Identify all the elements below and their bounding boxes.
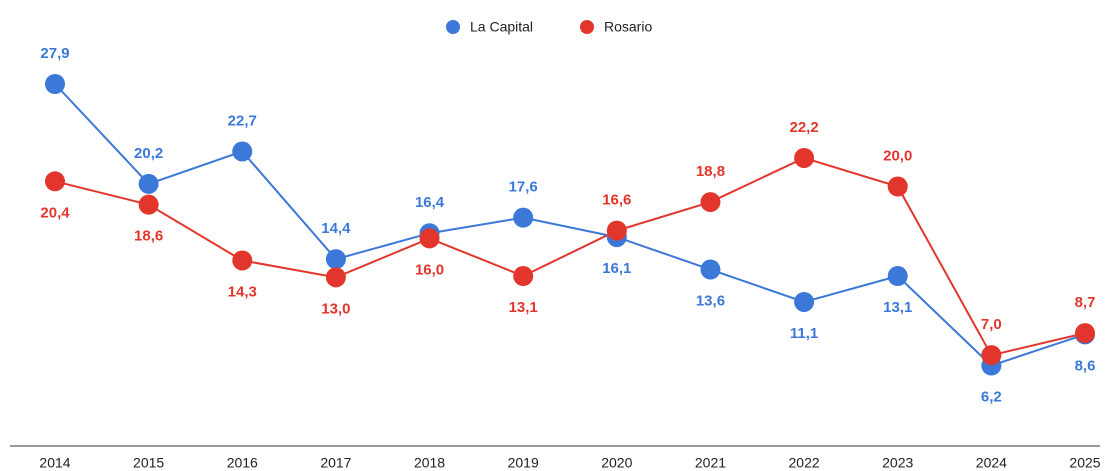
data-label: 16,4 [415, 194, 445, 211]
data-label: 16,1 [602, 260, 631, 277]
data-label: 14,4 [321, 220, 351, 237]
data-point [700, 192, 721, 213]
x-tick-label: 2014 [39, 455, 70, 471]
series-line [54, 156, 1086, 357]
data-label: 8,7 [1075, 294, 1096, 311]
legend-marker [446, 20, 460, 34]
data-point [981, 345, 1002, 366]
x-tick-label: 2018 [414, 455, 445, 471]
data-point [1075, 323, 1095, 344]
x-tick-label: 2016 [227, 455, 258, 471]
x-tick-label: 2020 [601, 455, 632, 471]
data-point [232, 141, 253, 162]
data-label: 18,8 [696, 163, 725, 180]
data-label: 20,4 [40, 204, 70, 221]
data-point [794, 291, 815, 312]
data-point [232, 250, 253, 271]
data-label: 20,0 [883, 147, 912, 164]
x-tick-label: 2015 [133, 455, 164, 471]
data-point [887, 176, 908, 197]
x-tick-label: 2022 [789, 455, 820, 471]
data-point [887, 266, 908, 287]
data-label: 22,2 [789, 119, 818, 136]
data-label: 27,9 [40, 45, 69, 62]
data-point [606, 220, 627, 241]
data-label: 14,3 [228, 283, 257, 300]
data-label: 16,0 [415, 261, 444, 278]
data-label: 11,1 [790, 325, 818, 342]
data-point [700, 259, 721, 280]
data-point [45, 171, 65, 192]
series-line [54, 83, 1086, 367]
data-label: 13,1 [883, 299, 912, 316]
data-label: 13,6 [696, 293, 725, 310]
data-point [325, 267, 346, 288]
legend-label: La Capital [470, 19, 533, 35]
legend-marker [580, 20, 594, 34]
x-tick-label: 2025 [1069, 455, 1100, 471]
data-label: 22,7 [228, 112, 257, 129]
x-tick-label: 2017 [320, 455, 351, 471]
data-point [45, 74, 65, 94]
data-point [794, 147, 815, 168]
data-point [513, 266, 534, 287]
x-tick-label: 2019 [508, 455, 539, 471]
data-point [138, 194, 159, 215]
data-label: 17,6 [509, 179, 538, 196]
data-label: 8,6 [1075, 357, 1096, 374]
data-label: 20,2 [134, 145, 163, 162]
data-label: 13,0 [321, 300, 350, 317]
data-label: 6,2 [981, 389, 1002, 406]
data-point [513, 207, 534, 228]
data-label: 18,6 [134, 228, 163, 245]
data-label: 13,1 [509, 299, 538, 316]
data-label: 7,0 [981, 316, 1002, 333]
data-point [138, 173, 159, 194]
data-point [325, 249, 346, 270]
x-tick-label: 2024 [976, 455, 1007, 471]
data-point [419, 228, 440, 249]
legend-label: Rosario [604, 19, 652, 35]
x-tick-label: 2021 [695, 455, 726, 471]
x-tick-label: 2023 [882, 455, 913, 471]
data-label: 16,6 [602, 192, 631, 209]
